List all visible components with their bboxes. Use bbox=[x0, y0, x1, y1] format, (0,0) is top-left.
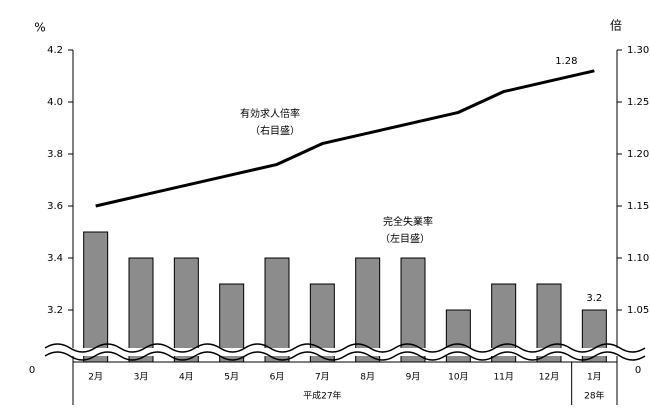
x-group-label: 28年 bbox=[584, 390, 604, 402]
y-break-label: 0 bbox=[29, 365, 35, 376]
bar-note: （左目盛） bbox=[380, 232, 430, 245]
axis-break-line bbox=[44, 351, 646, 361]
line-label: 有効求人倍率 bbox=[240, 107, 300, 120]
x-tick-label: 10月 bbox=[448, 372, 468, 383]
bar bbox=[83, 231, 109, 363]
bar bbox=[173, 257, 199, 363]
x-tick-label: 9月 bbox=[406, 372, 421, 383]
axis-break-line bbox=[44, 343, 646, 353]
x-tick-label: 8月 bbox=[360, 372, 375, 383]
y2-break-label: 0 bbox=[635, 365, 641, 376]
y-tick-label: 4.2 bbox=[47, 45, 63, 56]
data-label: 3.2 bbox=[586, 293, 602, 304]
x-tick-label: 7月 bbox=[315, 372, 330, 383]
x-tick-label: 2月 bbox=[88, 372, 103, 383]
x-tick-label: 11月 bbox=[493, 372, 513, 383]
y2-tick-label: 1.10 bbox=[627, 253, 649, 264]
y2-tick-label: 1.25 bbox=[627, 97, 649, 108]
y-tick-label: 4.0 bbox=[47, 97, 63, 108]
x-tick-label: 5月 bbox=[224, 372, 239, 383]
data-label: 1.28 bbox=[555, 56, 577, 67]
y2-tick-label: 1.30 bbox=[627, 45, 649, 56]
y-tick-label: 3.2 bbox=[47, 305, 63, 316]
axis-break bbox=[45, 348, 637, 356]
x-tick-label: 1月 bbox=[587, 372, 602, 383]
y2-tick-label: 1.05 bbox=[627, 305, 649, 316]
bar bbox=[400, 257, 426, 363]
bar-label: 完全失業率 bbox=[383, 215, 433, 228]
x-tick-label: 12月 bbox=[539, 372, 559, 383]
line bbox=[95, 69, 595, 208]
x-group-label: 平成27年 bbox=[303, 390, 341, 402]
bar bbox=[128, 257, 154, 363]
x-tick-label: 4月 bbox=[179, 372, 194, 383]
bar bbox=[264, 257, 290, 363]
y-tick-label: 3.4 bbox=[47, 253, 63, 264]
y2-tick-label: 1.20 bbox=[627, 149, 649, 160]
line-note: （右目盛） bbox=[250, 124, 300, 137]
x-tick-label: 6月 bbox=[270, 372, 285, 383]
y2-tick-label: 1.15 bbox=[627, 201, 649, 212]
y-unit: % bbox=[34, 21, 45, 35]
y-tick-label: 3.6 bbox=[47, 201, 63, 212]
y-tick-label: 3.8 bbox=[47, 149, 63, 160]
x-tick-label: 3月 bbox=[134, 372, 149, 383]
y2-unit: 倍 bbox=[610, 18, 622, 33]
